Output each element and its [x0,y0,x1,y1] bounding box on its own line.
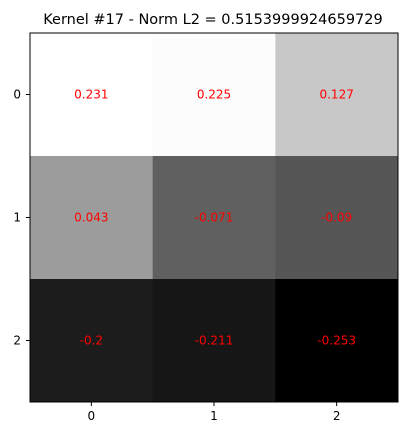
heatmap-cell-r0-c2 [275,33,399,157]
cell-value-label-r2-c2: -0.253 [317,334,356,348]
y-axis: 0 1 2 [13,88,30,348]
cell-value-label-r0-c1: 0.225 [197,88,231,102]
heatmap-cell-r1-c1 [152,156,276,280]
heatmap-cell-r1-c0 [30,156,154,280]
cell-value-label-r1-c2: -0.09 [321,211,352,225]
heatmap-cell-r2-c2 [275,279,399,403]
heatmap-cell-labels: 0.231 0.225 0.127 0.043 -0.071 -0.09 -0.2 -0.21… [74,88,356,348]
cell-value-label-r2-c0: -0.2 [80,334,103,348]
chart-title: Kernel #17 - Norm L2 = 0.515399992465972… [43,12,382,28]
heatmap-cells [30,33,399,403]
heatmap-cell-r0-c1 [152,33,276,157]
x-tick-label-0: 0 [88,409,96,423]
heatmap-cell-r1-c2 [275,156,399,280]
x-axis: 0 1 2 [88,402,341,423]
y-tick-label-0: 0 [13,88,21,102]
heatmap-cell-r2-c1 [152,279,276,403]
y-tick-label-1: 1 [13,211,21,225]
x-tick-label-2: 2 [333,409,341,423]
cell-value-label-r0-c0: 0.231 [74,88,108,102]
cell-value-label-r1-c1: -0.071 [195,211,234,225]
heatmap-cell-r2-c0 [30,279,154,403]
cell-value-label-r1-c0: 0.043 [74,211,108,225]
cell-value-label-r2-c1: -0.211 [195,334,234,348]
x-tick-label-1: 1 [210,409,218,423]
cell-value-label-r0-c2: 0.127 [319,88,353,102]
heatmap-cell-r0-c0 [30,33,154,157]
y-tick-label-2: 2 [13,334,21,348]
